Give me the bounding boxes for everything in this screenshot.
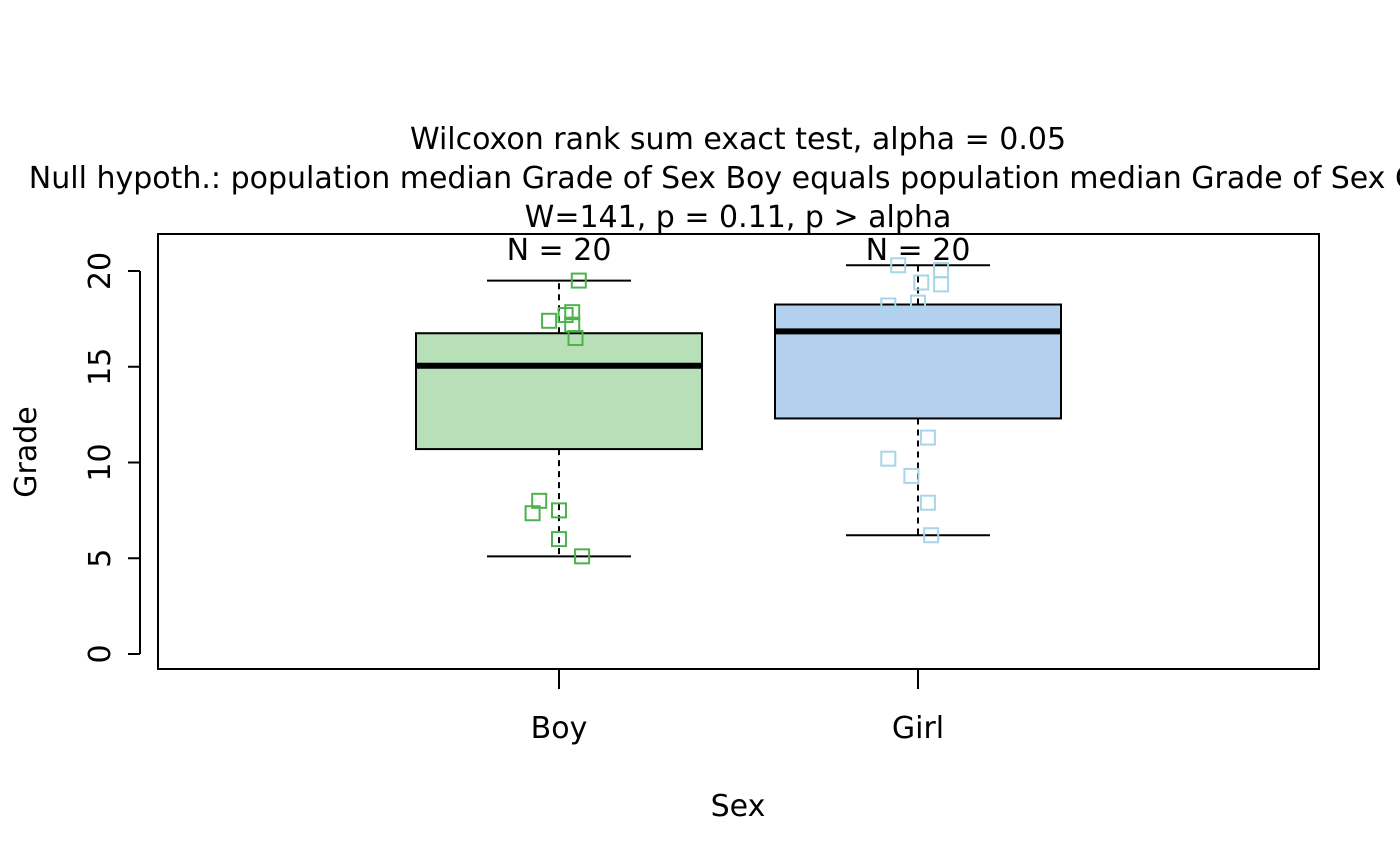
- data-point-girl: [919, 494, 936, 511]
- boxes-layer: [415, 264, 1062, 558]
- n-labels: N = 20 N = 20: [507, 233, 971, 268]
- chart-title-line-3: W=141, p = 0.11, p > alpha: [525, 200, 952, 235]
- y-tick-label: 10: [83, 443, 118, 481]
- data-point-boy: [574, 548, 591, 565]
- data-point-girl: [880, 450, 897, 467]
- data-point-boy: [551, 531, 567, 548]
- x-axis-label: Sex: [711, 789, 766, 824]
- box-body-boy: [415, 332, 703, 451]
- x-tick-label-boy: Boy: [531, 711, 588, 746]
- chart-title: Wilcoxon rank sum exact test, alpha = 0.…: [29, 122, 1400, 235]
- points-layer: [524, 257, 950, 565]
- y-axis-label: Grade: [9, 406, 44, 497]
- data-point-boy: [570, 272, 587, 289]
- data-point-boy: [551, 502, 567, 519]
- n-label-girl: N = 20: [866, 233, 971, 268]
- y-tick-label: 15: [83, 348, 118, 386]
- box-body-girl: [774, 303, 1062, 420]
- data-point-girl: [913, 274, 930, 291]
- data-point-girl: [933, 276, 950, 293]
- y-axis: 0 5 10 15 20: [83, 252, 141, 664]
- data-point-girl: [919, 429, 936, 446]
- data-point-girl: [910, 294, 926, 311]
- data-point-girl: [890, 257, 907, 274]
- n-label-boy: N = 20: [507, 233, 612, 268]
- plot-frame: [157, 233, 1320, 670]
- y-tick-label: 20: [83, 252, 118, 290]
- x-axis: Boy Girl: [531, 669, 944, 746]
- chart-title-line-1: Wilcoxon rank sum exact test, alpha = 0.…: [410, 122, 1066, 157]
- data-point-girl: [923, 527, 940, 544]
- box-girl: [774, 264, 1062, 537]
- y-tick-label: 0: [83, 644, 118, 663]
- data-point-girl: [880, 297, 897, 314]
- y-tick-label: 5: [83, 549, 118, 568]
- chart-title-line-2: Null hypoth.: population median Grade of…: [29, 161, 1400, 196]
- x-tick-label-girl: Girl: [892, 711, 944, 746]
- box-boy: [415, 279, 703, 558]
- data-point-boy: [541, 312, 558, 329]
- data-point-boy: [524, 505, 541, 522]
- data-point-girl: [903, 467, 920, 484]
- data-point-boy: [567, 330, 584, 347]
